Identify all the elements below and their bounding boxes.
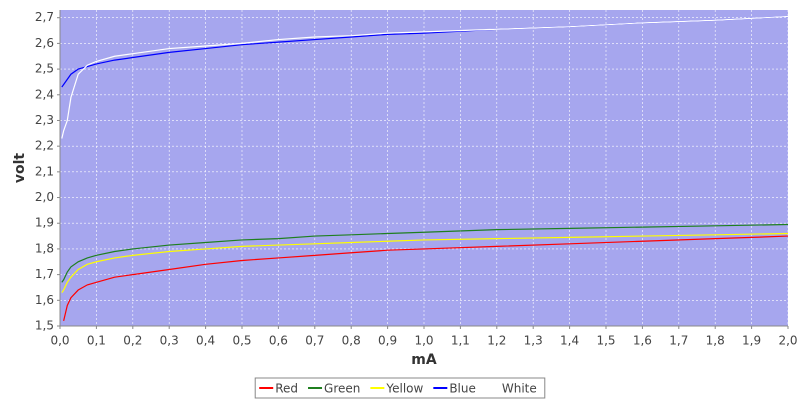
series-line <box>63 235 789 321</box>
y-tick-label: 1,8 <box>35 241 54 255</box>
legend-label: Blue <box>449 382 476 396</box>
x-tick-label: 1,3 <box>524 334 543 348</box>
x-tick-label: 0,9 <box>378 334 397 348</box>
x-tick-label: 1,4 <box>560 334 579 348</box>
y-tick-label: 1,5 <box>35 319 54 333</box>
x-tick-label: 1,8 <box>706 334 725 348</box>
x-tick-label: 0,6 <box>269 334 288 348</box>
x-tick-label: 0,3 <box>160 334 179 348</box>
y-tick-label: 2,2 <box>35 139 54 153</box>
legend-label: Red <box>275 382 298 396</box>
legend-label: Yellow <box>385 382 423 396</box>
x-tick-label: 1,2 <box>487 334 506 348</box>
series-line <box>61 15 789 139</box>
y-tick-label: 1,9 <box>35 216 54 230</box>
x-tick-label: 0,4 <box>196 334 215 348</box>
legend-box <box>254 377 546 399</box>
series-line <box>61 232 789 293</box>
y-tick-label: 1,6 <box>35 293 54 307</box>
x-tick-label: 0,7 <box>305 334 324 348</box>
y-tick-label: 2,1 <box>35 164 54 178</box>
y-tick-label: 2,5 <box>35 62 54 76</box>
x-tick-label: 1,9 <box>742 334 761 348</box>
x-tick-label: 0,0 <box>50 334 69 348</box>
lines <box>61 15 789 321</box>
x-tick-label: 1,7 <box>669 334 688 348</box>
legend-label: Green <box>324 382 360 396</box>
y-tick-label: 1,7 <box>35 267 54 281</box>
x-axis-title: mA <box>411 352 437 368</box>
x-tick-label: 1,0 <box>414 334 433 348</box>
series-line <box>61 223 789 283</box>
x-tick-label: 2,0 <box>778 334 797 348</box>
x-tick-label: 0,5 <box>232 334 251 348</box>
x-tick-label: 1,1 <box>451 334 470 348</box>
x-tick-label: 0,1 <box>87 334 106 348</box>
y-tick-label: 2,3 <box>35 113 54 127</box>
y-tick-label: 2,4 <box>35 87 54 101</box>
y-tick-label: 2,6 <box>35 36 54 50</box>
grid <box>59 10 789 327</box>
y-tick-label: 2,7 <box>35 10 54 24</box>
x-tick-label: 1,6 <box>633 334 652 348</box>
y-tick-label: 2,0 <box>35 190 54 204</box>
legend: Red Green Yellow Blue White <box>254 377 546 399</box>
x-tick-label: 0,2 <box>123 334 142 348</box>
y-axis-title: volt <box>12 153 28 184</box>
x-tick-label: 1,5 <box>596 334 615 348</box>
legend-label: White <box>502 382 537 396</box>
x-tick-label: 0,8 <box>342 334 361 348</box>
